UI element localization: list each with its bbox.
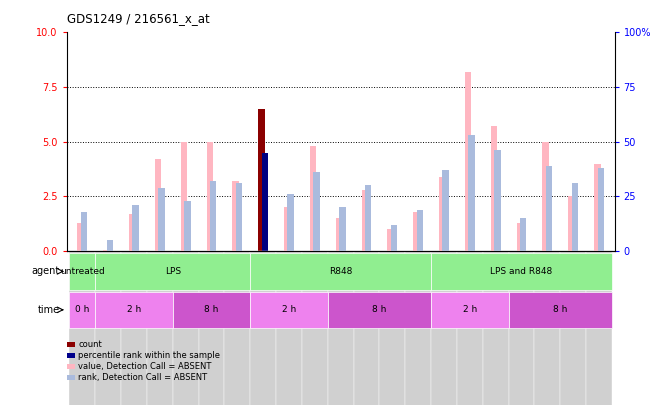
Bar	[210, 181, 216, 251]
Bar	[232, 181, 239, 251]
Text: 2 h: 2 h	[282, 305, 296, 314]
Text: LPS and R848: LPS and R848	[490, 267, 552, 276]
Bar	[520, 218, 526, 251]
Bar	[198, 252, 224, 405]
Text: 8 h: 8 h	[372, 305, 387, 314]
Text: value, Detection Call = ABSENT: value, Detection Call = ABSENT	[78, 362, 212, 371]
Bar	[284, 207, 291, 251]
Bar	[494, 151, 500, 251]
Bar	[391, 225, 397, 251]
Bar	[206, 142, 213, 251]
Bar	[224, 252, 250, 405]
Bar	[586, 252, 612, 405]
Bar	[132, 205, 139, 251]
Bar	[568, 196, 574, 251]
Bar	[465, 72, 472, 251]
Bar	[96, 292, 173, 328]
Bar	[287, 194, 294, 251]
Bar	[361, 190, 368, 251]
Bar	[597, 168, 604, 251]
Bar	[353, 252, 379, 405]
Bar	[483, 252, 508, 405]
Bar	[96, 253, 250, 290]
Bar	[442, 170, 449, 251]
Bar	[491, 126, 497, 251]
Bar	[457, 252, 483, 405]
Bar	[302, 252, 328, 405]
Bar	[516, 223, 523, 251]
Bar	[431, 253, 612, 290]
Text: untreated: untreated	[60, 267, 105, 276]
Bar	[379, 252, 405, 405]
Bar	[439, 177, 446, 251]
Bar	[328, 252, 353, 405]
Bar	[158, 188, 165, 251]
Bar	[328, 292, 431, 328]
Bar	[339, 207, 345, 251]
Bar	[542, 142, 549, 251]
Bar	[129, 214, 136, 251]
Text: agent: agent	[32, 266, 60, 276]
Text: 8 h: 8 h	[553, 305, 568, 314]
Bar	[181, 142, 187, 251]
Text: R848: R848	[329, 267, 352, 276]
Bar	[534, 252, 560, 405]
Bar	[387, 229, 394, 251]
Bar	[365, 185, 371, 251]
Text: time: time	[38, 305, 60, 315]
Bar	[173, 252, 198, 405]
Bar	[184, 201, 190, 251]
Bar	[508, 292, 612, 328]
Bar	[77, 223, 84, 251]
Bar	[560, 252, 586, 405]
Bar	[259, 109, 265, 251]
Text: 2 h: 2 h	[127, 305, 141, 314]
Text: 0 h: 0 h	[75, 305, 90, 314]
Bar	[508, 252, 534, 405]
Bar	[250, 292, 328, 328]
Bar	[107, 240, 113, 251]
Bar	[405, 252, 431, 405]
Bar	[276, 252, 302, 405]
Bar	[336, 218, 342, 251]
Bar	[431, 292, 508, 328]
Bar	[546, 166, 552, 251]
Bar	[236, 183, 242, 251]
Bar	[431, 252, 457, 405]
Text: rank, Detection Call = ABSENT: rank, Detection Call = ABSENT	[78, 373, 207, 382]
Bar	[69, 252, 96, 405]
Bar	[413, 212, 420, 251]
Bar	[468, 135, 475, 251]
Bar	[69, 253, 96, 290]
Bar	[81, 212, 88, 251]
Bar	[121, 252, 147, 405]
Bar	[147, 252, 173, 405]
Text: count: count	[78, 340, 102, 349]
Text: LPS: LPS	[165, 267, 181, 276]
Bar	[69, 292, 96, 328]
Bar	[262, 153, 268, 251]
Bar	[313, 173, 320, 251]
Bar	[96, 252, 121, 405]
Bar	[417, 209, 423, 251]
Bar	[104, 250, 110, 251]
Text: 2 h: 2 h	[463, 305, 477, 314]
Bar	[594, 164, 601, 251]
Bar	[250, 253, 431, 290]
Bar	[155, 159, 162, 251]
Text: 8 h: 8 h	[204, 305, 218, 314]
Bar	[310, 146, 317, 251]
Bar	[173, 292, 250, 328]
Text: percentile rank within the sample: percentile rank within the sample	[78, 351, 220, 360]
Bar	[250, 252, 276, 405]
Text: GDS1249 / 216561_x_at: GDS1249 / 216561_x_at	[67, 12, 210, 25]
Bar	[572, 183, 578, 251]
